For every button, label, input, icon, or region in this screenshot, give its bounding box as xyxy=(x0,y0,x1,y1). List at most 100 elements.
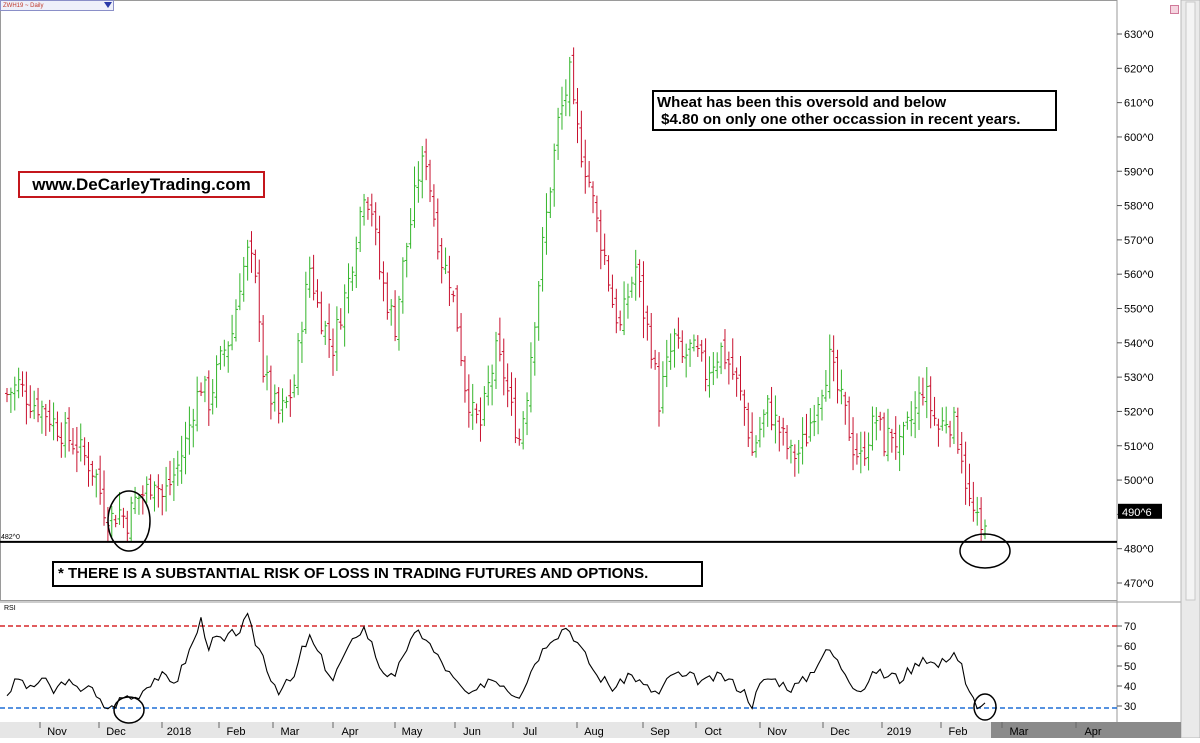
ohlc-bar xyxy=(521,411,526,450)
ohlc-bar xyxy=(222,339,227,367)
ohlc-bar xyxy=(354,236,359,289)
ohlc-bar xyxy=(707,356,712,398)
ohlc-bar xyxy=(268,365,273,420)
ohlc-bar xyxy=(70,428,75,455)
time-tick-label: Sep xyxy=(650,726,670,738)
ohlc-bar xyxy=(226,341,231,373)
ohlc-bar xyxy=(474,403,479,424)
ohlc-bar xyxy=(393,290,398,342)
ohlc-bar xyxy=(171,458,176,501)
ohlc-bar xyxy=(754,435,759,458)
last-price-label: 490^6 xyxy=(1122,507,1152,519)
ohlc-bar xyxy=(125,510,130,542)
ohlc-bar xyxy=(645,305,650,341)
ohlc-bar xyxy=(532,322,537,376)
ohlc-bar xyxy=(117,492,122,525)
ohlc-bar xyxy=(610,274,615,308)
ohlc-bar xyxy=(338,308,343,330)
ohlc-bar xyxy=(967,463,972,507)
ohlc-bar xyxy=(536,280,541,341)
ohlc-bar xyxy=(109,506,114,539)
ohlc-bar xyxy=(773,395,778,444)
ohlc-bar xyxy=(851,417,856,471)
ohlc-bar xyxy=(878,411,883,431)
ohlc-bar xyxy=(757,416,762,448)
time-tick-label: Aug xyxy=(584,726,604,738)
dec-low-ellipse xyxy=(107,490,151,552)
time-tick-label: Dec xyxy=(106,726,126,738)
ohlc-bar xyxy=(102,470,107,526)
ohlc-bar xyxy=(28,385,33,419)
ohlc-bar xyxy=(206,370,211,426)
ohlc-bar xyxy=(470,383,475,430)
ohlc-bar xyxy=(486,365,491,406)
ohlc-bar xyxy=(556,107,561,160)
time-tick-label: Feb xyxy=(949,726,968,738)
ohlc-bar xyxy=(897,424,902,472)
price-tick-label: 620^0 xyxy=(1124,63,1154,75)
ohlc-bar xyxy=(276,387,281,424)
ohlc-bar xyxy=(792,444,797,477)
chevron-down-icon[interactable] xyxy=(104,2,112,8)
ohlc-bar xyxy=(734,367,739,397)
ohlc-bar xyxy=(839,369,844,405)
ohlc-bar xyxy=(785,425,790,460)
ohlc-bar xyxy=(373,202,378,246)
ohlc-bar xyxy=(660,361,665,414)
support-line-label: 482^0 xyxy=(1,534,20,541)
ohlc-bar xyxy=(870,406,875,451)
ohlc-bar xyxy=(676,317,681,349)
time-tick-label: Nov xyxy=(767,726,787,738)
ohlc-bar xyxy=(331,328,335,376)
ohlc-bar xyxy=(699,339,704,362)
ohlc-bar xyxy=(428,159,433,203)
ohlc-bar xyxy=(43,403,48,436)
ohlc-bar xyxy=(963,441,968,505)
ohlc-bar xyxy=(435,198,440,260)
ohlc-bar xyxy=(528,342,533,413)
oversold-line-1: Wheat has been this oversold and below xyxy=(657,94,947,111)
price-tick-label: 600^0 xyxy=(1124,132,1154,144)
ohlc-bar xyxy=(59,422,64,458)
symbol-selector[interactable]: ZWH19 ~ Daily xyxy=(0,0,114,11)
ohlc-bar xyxy=(594,195,599,233)
ohlc-bar xyxy=(249,231,254,273)
time-tick-label: May xyxy=(402,726,423,738)
ohlc-bar xyxy=(765,395,770,427)
price-tick-label: 520^0 xyxy=(1124,406,1154,418)
ohlc-bar xyxy=(63,412,68,458)
ohlc-bar xyxy=(187,406,192,455)
ohlc-bar xyxy=(482,386,487,427)
ohlc-bar xyxy=(866,432,871,471)
ohlc-bar xyxy=(346,263,351,314)
ohlc-bar xyxy=(358,206,363,253)
ohlc-bar xyxy=(913,391,918,439)
ohlc-bar xyxy=(517,428,522,446)
ohlc-bar xyxy=(74,426,79,473)
ohlc-bar xyxy=(684,343,689,378)
ohlc-bar xyxy=(253,249,258,284)
website-annotation: www.DeCarleyTrading.com xyxy=(18,171,265,198)
ohlc-bar xyxy=(451,290,456,303)
ohlc-bar xyxy=(455,285,460,332)
ohlc-bar xyxy=(548,187,553,219)
ohlc-bar xyxy=(862,431,867,466)
ohlc-bar xyxy=(323,320,328,345)
ohlc-bar xyxy=(365,197,370,220)
ohlc-bar xyxy=(82,437,87,466)
ohlc-bar xyxy=(175,450,180,486)
rsi-tick-label: 60 xyxy=(1124,641,1136,653)
price-tick-label: 570^0 xyxy=(1124,235,1154,247)
ohlc-bar xyxy=(874,407,879,441)
ohlc-bar xyxy=(218,345,223,370)
ohlc-bar xyxy=(214,355,219,408)
rsi-line xyxy=(6,612,986,710)
ohlc-bar xyxy=(940,407,945,431)
ohlc-bar xyxy=(746,402,751,448)
ohlc-bar xyxy=(164,466,169,512)
settings-icon[interactable] xyxy=(1170,5,1179,14)
ohlc-bar xyxy=(319,291,324,335)
ohlc-bar xyxy=(726,351,731,385)
ohlc-bar xyxy=(265,355,270,391)
ohlc-bar xyxy=(505,363,510,408)
